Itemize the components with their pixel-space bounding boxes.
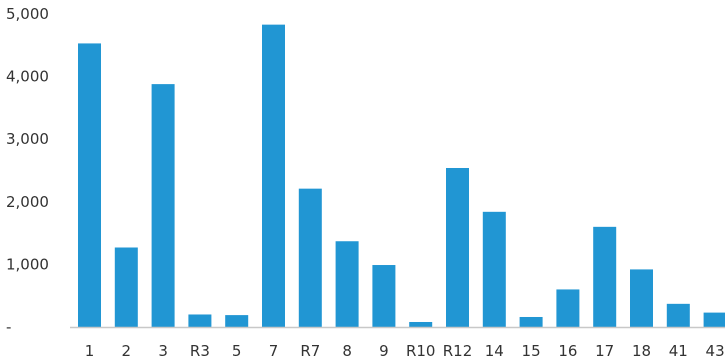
y-tick-label: 2,000 — [6, 193, 49, 211]
bars — [78, 24, 725, 328]
y-tick-label: 3,000 — [6, 130, 49, 148]
bar-9 — [372, 265, 396, 327]
bar-r7 — [298, 188, 322, 327]
bar-2 — [114, 247, 138, 327]
bar-7 — [262, 24, 285, 328]
x-tick-label: 5 — [232, 342, 242, 360]
x-tick-label: R3 — [190, 342, 210, 360]
bar-1 — [78, 43, 101, 328]
x-tick-label: 15 — [522, 342, 541, 360]
bar-8 — [335, 241, 359, 327]
y-tick-label: 1,000 — [6, 255, 49, 273]
bar-r10 — [409, 321, 433, 327]
y-tick-label: 5,000 — [6, 5, 49, 23]
bar-17 — [593, 226, 617, 327]
x-tick-label: R12 — [443, 342, 473, 360]
x-tick-label: 17 — [595, 342, 614, 360]
bar-41 — [666, 303, 690, 327]
x-tick-label: R10 — [406, 342, 436, 360]
bar-18 — [630, 269, 653, 327]
bar-r12 — [446, 167, 469, 327]
x-tick-label: 2 — [122, 342, 132, 360]
y-tick-label: 4,000 — [6, 68, 49, 86]
x-axis-ticks: 1 2 3 R3 5 7 R7 8 9 R10 R12 14 15 16 17 18 41 43 — [85, 342, 725, 360]
x-tick-label: 8 — [342, 342, 352, 360]
x-tick-label: 16 — [558, 342, 577, 360]
x-tick-label: 14 — [485, 342, 504, 360]
x-tick-label: 43 — [706, 342, 725, 360]
x-tick-label: 41 — [669, 342, 688, 360]
x-tick-label: 18 — [632, 342, 651, 360]
bar-15 — [519, 316, 543, 327]
bar-14 — [482, 211, 506, 327]
x-tick-label: 9 — [379, 342, 389, 360]
x-tick-label: R7 — [300, 342, 320, 360]
bar-16 — [556, 289, 580, 327]
y-tick-label: - — [6, 318, 11, 336]
y-axis-ticks: - 1,000 2,000 3,000 4,000 5,000 — [6, 5, 49, 336]
bar-3 — [151, 84, 175, 327]
bar-5 — [225, 315, 249, 327]
x-tick-label: 3 — [158, 342, 168, 360]
x-tick-label: 1 — [85, 342, 95, 360]
x-tick-label: 7 — [269, 342, 279, 360]
bar-43 — [703, 312, 725, 327]
bar-r3 — [188, 314, 212, 327]
